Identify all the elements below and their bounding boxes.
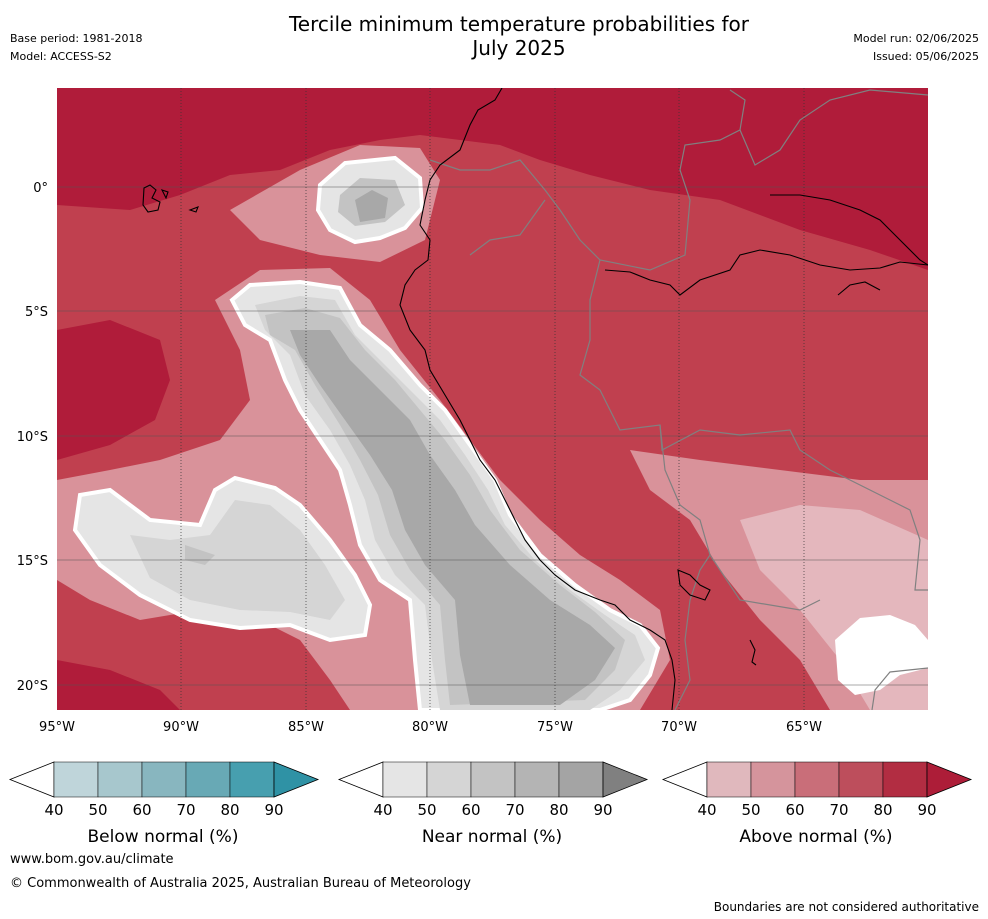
lon-label-70w: 70°W [661, 720, 697, 735]
colorbar-cell [514, 761, 560, 798]
colorbar-near-normal: 40 50 60 70 80 90 [337, 761, 649, 819]
lat-label-0: 0° [33, 181, 48, 196]
colorbar-tick-label: 70 [505, 801, 524, 819]
colorbar-tick-label: 50 [88, 801, 107, 819]
colorbar-tick-label: 90 [264, 801, 283, 819]
colorbar-extend-low [337, 761, 384, 798]
colorbar-cell [97, 761, 143, 798]
footer-url: www.bom.gov.au/climate [10, 852, 174, 867]
lon-label-65w: 65°W [786, 720, 822, 735]
colorbar-tick-label: 70 [829, 801, 848, 819]
map-title-line2: July 2025 [472, 36, 566, 60]
region-above-90-west [57, 320, 170, 460]
colorbar-extend-high [602, 761, 649, 798]
colorbar-tick-label: 40 [373, 801, 392, 819]
lon-label-80w: 80°W [412, 720, 448, 735]
footer-copyright: © Commonwealth of Australia 2025, Austra… [10, 876, 471, 891]
colorbar-tick-label: 40 [697, 801, 716, 819]
model-info: Base period: 1981-2018 Model: ACCESS-S2 [10, 30, 142, 66]
region-near-north-peak [355, 190, 388, 222]
colorbar-tick-label: 90 [593, 801, 612, 819]
lat-label-5s: 5°S [25, 305, 48, 320]
lon-label-90w: 90°W [163, 720, 199, 735]
base-period-text: Base period: 1981-2018 [10, 32, 143, 45]
colorbar-cell [426, 761, 472, 798]
colorbar-near-normal-title: Near normal (%) [422, 827, 562, 847]
region-no-signal [835, 615, 928, 695]
colorbar-above-normal-title: Above normal (%) [739, 827, 892, 847]
probability-field [57, 88, 928, 710]
model-name-text: Model: ACCESS-S2 [10, 50, 112, 63]
colorbar-tick-label: 90 [917, 801, 936, 819]
colorbar-cell [750, 761, 796, 798]
map-title-line1: Tercile minimum temperature probabilitie… [288, 12, 750, 36]
colorbar-extend-low [8, 761, 55, 798]
map-title: Tercile minimum temperature probabilitie… [219, 12, 819, 60]
colorbar-below-normal: 40 50 60 70 80 90 [8, 761, 320, 819]
colorbar-cell [882, 761, 928, 798]
colorbar-cell [838, 761, 884, 798]
colorbar-cell [229, 761, 275, 798]
colorbar-tick-label: 70 [176, 801, 195, 819]
country-borders [429, 89, 928, 710]
lon-label-85w: 85°W [288, 720, 324, 735]
colorbar-tick-label: 60 [461, 801, 480, 819]
colorbar-below-normal-title: Below normal (%) [88, 827, 239, 847]
model-run-text: Model run: 02/06/2025 [853, 32, 979, 45]
colorbar-tick-label: 80 [549, 801, 568, 819]
colorbar-tick-label: 80 [873, 801, 892, 819]
issued-text: Issued: 05/06/2025 [872, 50, 979, 63]
colorbar-cell [794, 761, 840, 798]
colorbar-tick-label: 60 [785, 801, 804, 819]
colorbar-extend-high [273, 761, 320, 798]
footer-boundary-note: Boundaries are not considered authoritat… [713, 900, 979, 914]
colorbar-cell [53, 761, 99, 798]
colorbar-cell [141, 761, 187, 798]
colorbar-extend-high [926, 761, 973, 798]
colorbar-tick-label: 60 [132, 801, 151, 819]
lat-label-20s: 20°S [17, 679, 48, 694]
colorbar-extend-low [661, 761, 708, 798]
region-near-main-70 [290, 330, 615, 705]
region-above-90-north [57, 88, 928, 270]
run-info: Model run: 02/06/2025 Issued: 05/06/2025 [853, 30, 979, 66]
colorbar-tick-label: 50 [417, 801, 436, 819]
colorbar-cell [558, 761, 604, 798]
lat-label-15s: 15°S [17, 554, 48, 569]
colorbar-cell [185, 761, 231, 798]
lat-label-10s: 10°S [17, 430, 48, 445]
colorbar-above-normal: 40 50 60 70 80 90 [661, 761, 973, 819]
graticule [57, 88, 928, 710]
lon-label-75w: 75°W [537, 720, 573, 735]
colorbar-tick-label: 50 [741, 801, 760, 819]
colorbar-cell [470, 761, 516, 798]
colorbar-cell [706, 761, 752, 798]
lon-label-95w: 95°W [39, 720, 75, 735]
colorbar-tick-label: 40 [44, 801, 63, 819]
colorbar-tick-label: 80 [220, 801, 239, 819]
coastlines [142, 88, 928, 710]
colorbar-cell [382, 761, 428, 798]
